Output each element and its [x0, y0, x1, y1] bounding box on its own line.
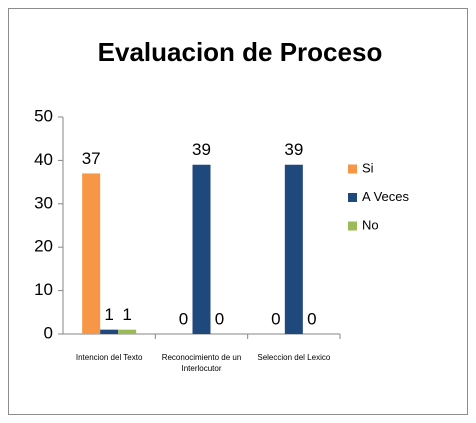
data-label: 1: [122, 305, 131, 324]
legend-label: No: [362, 217, 379, 232]
data-label: 37: [82, 149, 101, 168]
legend-swatch: [348, 193, 357, 202]
legend-swatch: [348, 164, 357, 174]
data-label: 39: [284, 140, 303, 159]
legend-label: Si: [362, 160, 374, 175]
y-tick-label: 40: [34, 150, 53, 169]
y-tick-label: 0: [44, 323, 53, 342]
bar: [100, 329, 119, 334]
data-label: 0: [215, 309, 224, 328]
y-tick-label: 50: [34, 106, 53, 125]
x-tick-label: Intencion del Texto: [75, 353, 143, 362]
y-tick-label: 20: [34, 237, 53, 256]
data-label: 0: [179, 309, 188, 328]
bar: [284, 164, 303, 334]
data-label: 1: [104, 305, 113, 324]
bar: [82, 173, 101, 334]
data-label: 0: [271, 309, 280, 328]
legend-label: A Veces: [362, 189, 409, 204]
chart-title: Evaluacion de Proceso: [98, 37, 383, 67]
x-tick-label: Reconocimiento de un Interlocutor: [161, 353, 242, 373]
legend-swatch: [348, 221, 357, 231]
x-tick-label: Seleccion del Lexico: [257, 353, 331, 362]
data-label: 0: [307, 309, 316, 328]
y-tick-label: 30: [34, 193, 53, 212]
bar: [118, 329, 137, 334]
y-tick-label: 10: [34, 280, 53, 299]
data-label: 39: [192, 140, 211, 159]
bar: [192, 164, 211, 334]
